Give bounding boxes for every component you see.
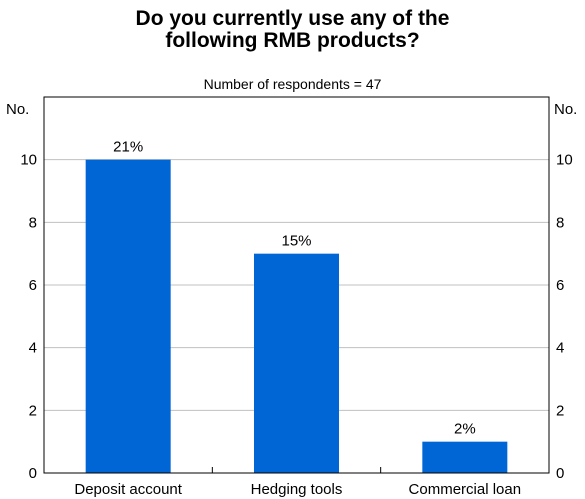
axis-ticks	[211, 467, 382, 473]
y-tick-label-left: 0	[29, 465, 37, 482]
x-tick-label: Commercial loan	[409, 481, 522, 498]
y-tick-label-left: 10	[20, 152, 37, 169]
bars	[85, 159, 508, 473]
x-tick-label: Hedging tools	[251, 481, 343, 498]
labels: 0 0 2 2 4 4 6 6 8 8 10 10 21% Deposit account 15% Hedgi…	[20, 139, 572, 498]
y-tick-label-right: 6	[556, 277, 564, 294]
data-label: 15%	[281, 233, 311, 250]
y-tick-label-right: 2	[556, 402, 564, 419]
y-tick-label-right: 4	[556, 340, 564, 357]
y-tick-label-left: 4	[29, 340, 37, 357]
data-label: 21%	[113, 139, 143, 156]
bar-deposit-account	[85, 159, 171, 473]
y-tick-label-left: 8	[29, 214, 37, 231]
x-tick-label: Deposit account	[74, 481, 182, 498]
y-axis-label-right: No.	[554, 101, 577, 118]
y-tick-label-right: 0	[556, 465, 564, 482]
y-axis-label-left: No.	[6, 101, 29, 118]
bar-commercial-loan	[422, 441, 508, 473]
plot-frame	[43, 96, 550, 474]
y-tick-label-left: 6	[29, 277, 37, 294]
y-tick-label-right: 8	[556, 214, 564, 231]
y-tick-label-left: 2	[29, 402, 37, 419]
y-tick-label-right: 10	[556, 152, 573, 169]
chart-subtitle: Number of respondents = 47	[203, 76, 382, 92]
chart-title-line-2: following RMB products?	[165, 29, 420, 52]
bar-hedging-tools	[254, 253, 339, 473]
chart-title-line-1: Do you currently use any of the	[135, 7, 450, 30]
data-label: 2%	[454, 421, 476, 438]
